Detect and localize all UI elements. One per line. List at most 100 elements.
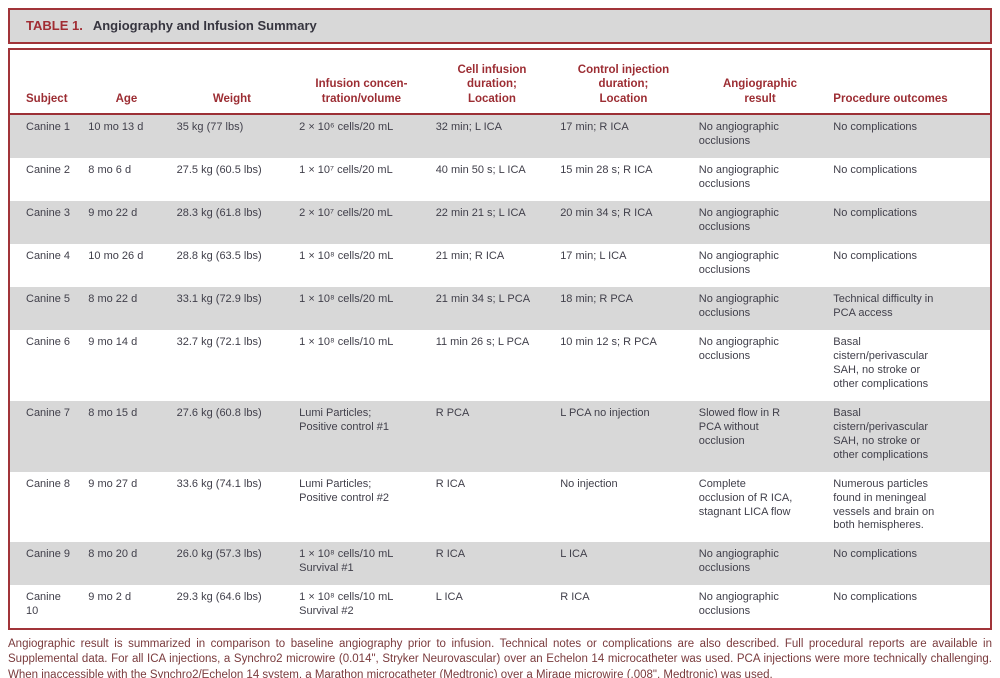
cell-angiographic-result: No angiographic occlusions	[698, 548, 779, 575]
table-row: Canine 9 8 mo 20 d 26.0 kg (57.3 lbs) 1 …	[10, 542, 990, 586]
cell-weight: 26.0 kg (57.3 lbs)	[176, 548, 262, 561]
cell-weight: 29.3 kg (64.6 lbs)	[176, 591, 262, 604]
cell-procedure-outcomes: Numerous particles found in meningeal ve…	[833, 477, 935, 532]
cell-subject: Canine 10	[26, 591, 61, 618]
cell-infusion: 2 × 10⁷ cells/20 mL	[299, 207, 393, 219]
cell-age: 8 mo 6 d	[88, 164, 132, 177]
cell-infusion: 1 × 10⁸ cells/20 mL	[299, 292, 394, 305]
cell-procedure-outcomes: No complications	[833, 207, 918, 219]
cell-angiographic-result: No angiographic occlusions	[698, 292, 779, 319]
cell-procedure-outcomes: No complications	[833, 548, 918, 561]
cell-subject: Canine 9	[26, 548, 71, 561]
cell-angiographic-result: No angiographic occlusions	[698, 207, 779, 233]
cell-subject: Canine 6	[26, 335, 71, 348]
column-header-procedure-outcomes: Procedure outcomes	[827, 50, 990, 116]
table-row: Canine 3 9 mo 22 d 28.3 kg (61.8 lbs) 2 …	[10, 201, 990, 244]
table-row: Canine 1 10 mo 13 d 35 kg (77 lbs) 2 × 1…	[10, 114, 990, 159]
cell-subject: Canine 1	[26, 121, 71, 134]
cell-age: 9 mo 22 d	[88, 207, 138, 219]
cell-cell-infusion: R ICA	[435, 477, 466, 490]
cell-age: 10 mo 26 d	[88, 249, 144, 262]
cell-control-injection: 15 min 28 s; R ICA	[560, 164, 653, 177]
cell-control-injection: No injection	[560, 477, 618, 490]
cell-age: 8 mo 20 d	[88, 548, 138, 561]
cell-control-injection: R ICA	[560, 591, 590, 604]
table-row: Canine 5 8 mo 22 d 33.1 kg (72.9 lbs) 1 …	[10, 286, 990, 330]
cell-infusion: 2 × 10⁶ cells/20 mL	[299, 121, 394, 134]
cell-age: 8 mo 15 d	[88, 406, 138, 419]
table-title: Angiography and Infusion Summary	[92, 18, 317, 33]
cell-subject: Canine 5	[26, 292, 71, 305]
cell-angiographic-result: No angiographic occlusions	[698, 591, 779, 618]
cell-cell-infusion: 11 min 26 s; L PCA	[435, 335, 530, 348]
cell-infusion: Lumi Particles; Positive control #1	[299, 406, 390, 433]
table-label: TABLE 1.	[26, 18, 83, 33]
cell-weight: 27.6 kg (60.8 lbs)	[176, 406, 262, 419]
cell-angiographic-result: No angiographic occlusions	[698, 164, 779, 191]
cell-control-injection: 17 min; R ICA	[560, 121, 629, 134]
column-header-angiographic-result: Angiographic result	[692, 50, 828, 116]
cell-procedure-outcomes: No complications	[833, 164, 918, 177]
cell-control-injection: 20 min 34 s; R ICA	[560, 207, 653, 219]
cell-age: 9 mo 27 d	[88, 477, 138, 490]
cell-infusion: 1 × 10⁷ cells/20 mL	[299, 164, 393, 177]
column-header-age: Age	[82, 50, 171, 116]
cell-weight: 32.7 kg (72.1 lbs)	[176, 335, 262, 348]
cell-cell-infusion: 32 min; L ICA	[435, 121, 502, 134]
cell-weight: 28.8 kg (63.5 lbs)	[176, 249, 262, 262]
cell-procedure-outcomes: Basal cistern/perivascular SAH, no strok…	[833, 335, 929, 390]
cell-infusion: 1 × 10⁸ cells/10 mL Survival #1	[299, 548, 394, 575]
cell-subject: Canine 3	[26, 207, 71, 219]
table-row: Canine 10 9 mo 2 d 29.3 kg (64.6 lbs) 1 …	[10, 585, 990, 629]
cell-subject: Canine 7	[26, 406, 71, 419]
column-header-cell-infusion: Cell infusion duration; Location	[429, 50, 555, 116]
table-header: Subject Age Weight Infusion concen- trat…	[10, 50, 990, 116]
cell-infusion: 1 × 10⁸ cells/20 mL	[299, 249, 394, 262]
cell-age: 8 mo 22 d	[88, 292, 138, 305]
cell-weight: 33.1 kg (72.9 lbs)	[176, 292, 262, 305]
cell-procedure-outcomes: Basal cistern/perivascular SAH, no strok…	[833, 406, 929, 461]
table-body: Canine 1 10 mo 13 d 35 kg (77 lbs) 2 × 1…	[10, 114, 990, 629]
cell-angiographic-result: No angiographic occlusions	[698, 121, 779, 148]
cell-control-injection: 18 min; R PCA	[560, 292, 633, 305]
cell-subject: Canine 4	[26, 249, 71, 262]
cell-control-injection: L ICA	[560, 548, 588, 561]
cell-procedure-outcomes: Technical difficulty in PCA access	[833, 292, 934, 319]
cell-cell-infusion: 22 min 21 s; L ICA	[435, 207, 526, 219]
cell-control-injection: L PCA no injection	[560, 406, 650, 419]
cell-age: 9 mo 14 d	[88, 335, 138, 348]
cell-age: 9 mo 2 d	[88, 591, 132, 604]
cell-cell-infusion: 21 min 34 s; L PCA	[435, 292, 531, 305]
table-row: Canine 7 8 mo 15 d 27.6 kg (60.8 lbs) Lu…	[10, 400, 990, 472]
cell-subject: Canine 8	[26, 477, 71, 490]
cell-cell-infusion: R PCA	[435, 406, 470, 419]
column-header-control-injection: Control injection duration; Location	[554, 50, 693, 116]
cell-cell-infusion: L ICA	[435, 591, 463, 604]
cell-procedure-outcomes: No complications	[833, 249, 918, 262]
cell-control-injection: 10 min 12 s; R PCA	[560, 335, 657, 348]
cell-angiographic-result: No angiographic occlusions	[698, 249, 779, 276]
table-title-bar: TABLE 1. Angiography and Infusion Summary	[8, 8, 992, 44]
cell-weight: 33.6 kg (74.1 lbs)	[176, 477, 262, 490]
cell-cell-infusion: 40 min 50 s; L ICA	[435, 164, 526, 177]
column-header-weight: Weight	[170, 50, 294, 116]
cell-angiographic-result: Complete occlusion of R ICA, stagnant LI…	[698, 477, 793, 518]
cell-weight: 35 kg (77 lbs)	[176, 121, 244, 134]
cell-procedure-outcomes: No complications	[833, 591, 918, 604]
cell-weight: 27.5 kg (60.5 lbs)	[176, 164, 262, 177]
cell-age: 10 mo 13 d	[88, 121, 144, 134]
cell-cell-infusion: R ICA	[435, 548, 466, 561]
angiography-infusion-table: Subject Age Weight Infusion concen- trat…	[10, 50, 990, 629]
table-row: Canine 6 9 mo 14 d 32.7 kg (72.1 lbs) 1 …	[10, 329, 990, 401]
table-footnote: Angiographic result is summarized in com…	[8, 638, 992, 678]
cell-weight: 28.3 kg (61.8 lbs)	[176, 207, 262, 219]
cell-infusion: 1 × 10⁸ cells/10 mL	[299, 335, 394, 348]
column-header-subject: Subject	[10, 50, 83, 116]
table-row: Canine 2 8 mo 6 d 27.5 kg (60.5 lbs) 1 ×…	[10, 158, 990, 201]
cell-angiographic-result: Slowed flow in R PCA without occlusion	[698, 406, 781, 447]
header-row: Subject Age Weight Infusion concen- trat…	[10, 50, 990, 116]
table-card: Subject Age Weight Infusion concen- trat…	[8, 48, 992, 631]
column-header-infusion: Infusion concen- tration/volume	[293, 50, 430, 116]
cell-control-injection: 17 min; L ICA	[560, 249, 627, 262]
